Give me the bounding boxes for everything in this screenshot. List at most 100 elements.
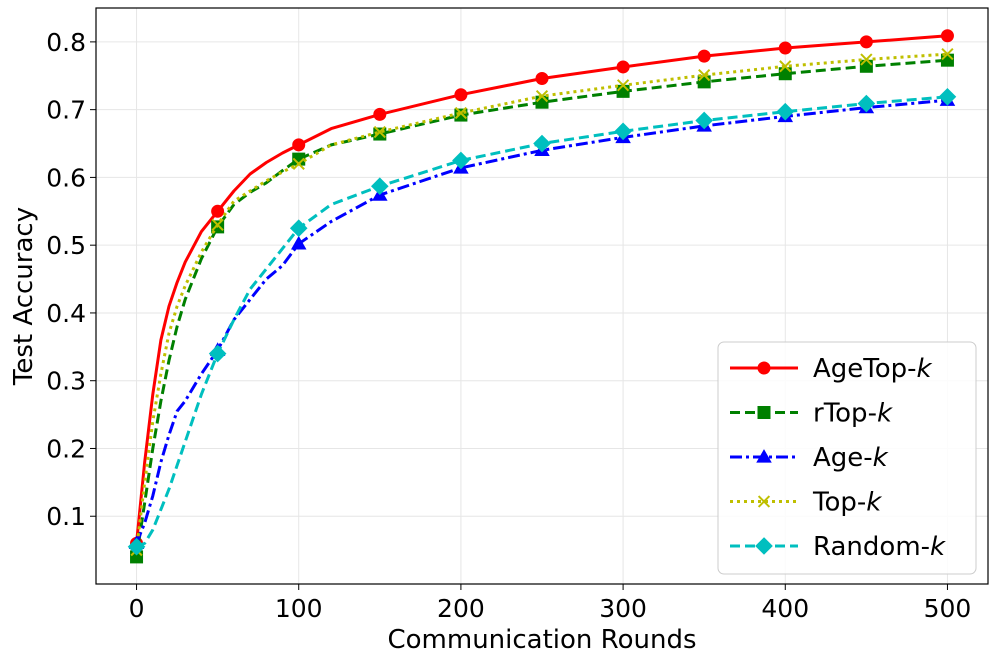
legend-label-var: k — [873, 443, 889, 473]
x-tick-label: 200 — [437, 594, 485, 623]
legend-label-var: k — [877, 399, 893, 429]
legend-item: Top-k — [730, 488, 882, 518]
legend-label-var: k — [917, 354, 933, 384]
legend-label-var: k — [930, 532, 946, 562]
data-point-stroke — [779, 60, 792, 73]
data-point — [211, 218, 224, 231]
x-axis-title: Communication Rounds — [387, 625, 696, 655]
data-point — [859, 59, 873, 73]
plot-frame — [95, 7, 989, 585]
data-point — [535, 95, 549, 109]
data-point — [697, 75, 711, 89]
data-point — [695, 111, 713, 130]
legend-label-text: Top- — [812, 488, 866, 518]
data-point — [757, 406, 771, 419]
data-point — [533, 134, 551, 153]
legend-label-var: k — [866, 488, 882, 518]
data-point — [941, 47, 954, 61]
data-point — [778, 41, 792, 55]
series-Top-k — [130, 47, 954, 557]
data-point — [778, 67, 792, 81]
legend-label-text: Random- — [813, 532, 930, 562]
data-point — [616, 60, 630, 74]
data-point — [452, 151, 470, 170]
series-line — [135, 98, 948, 544]
y-tick-label: 0.8 — [46, 28, 86, 57]
y-axis-title: Test Accuracy — [9, 207, 39, 386]
data-point — [614, 122, 632, 141]
data-point-stroke — [211, 218, 224, 231]
y-tick-label: 0.7 — [46, 96, 86, 125]
data-point-stroke — [757, 495, 771, 508]
x-tick-label: 0 — [129, 594, 145, 623]
data-point — [616, 84, 630, 98]
data-point — [289, 219, 308, 238]
legend-label: rTop-k — [813, 399, 893, 429]
legend-label-text: AgeTop- — [813, 354, 917, 384]
data-point — [779, 60, 792, 73]
data-point — [757, 495, 771, 508]
data-point — [290, 235, 307, 250]
data-point — [208, 344, 227, 363]
data-point-stroke — [373, 125, 386, 139]
series-line — [135, 95, 948, 549]
data-point-stroke — [535, 89, 549, 103]
y-tick-label: 0.6 — [46, 163, 86, 192]
series-line — [135, 34, 948, 544]
x-tick-label: 500 — [924, 594, 972, 623]
legend-label-text: rTop- — [813, 399, 877, 429]
data-point — [757, 361, 771, 375]
data-point — [776, 102, 795, 121]
data-point — [860, 53, 873, 66]
data-point — [857, 94, 876, 113]
y-tick-label: 0.2 — [46, 434, 86, 463]
series-line — [135, 52, 948, 551]
y-tick-label: 0.3 — [46, 367, 86, 396]
data-point-stroke — [454, 106, 468, 120]
data-point — [697, 49, 711, 63]
data-point — [755, 537, 773, 555]
data-point — [373, 107, 387, 121]
y-tick-label: 0.1 — [46, 502, 86, 531]
data-point — [454, 106, 468, 120]
legend-item: AgeTop-k — [730, 354, 933, 384]
data-point — [292, 138, 306, 152]
data-point — [292, 157, 305, 170]
y-tick-label: 0.4 — [46, 299, 86, 328]
x-tick-label: 300 — [599, 594, 647, 623]
legend-item: rTop-k — [730, 399, 893, 429]
legend-label: Age-k — [813, 443, 889, 473]
data-point — [454, 88, 468, 102]
data-point — [373, 125, 386, 139]
legend-label-text: Age- — [813, 443, 873, 473]
data-point — [698, 68, 711, 82]
data-point — [127, 537, 146, 556]
data-point — [535, 89, 549, 103]
legend-box — [717, 341, 977, 575]
data-point — [938, 87, 957, 106]
data-point-stroke — [860, 53, 873, 66]
legend-item: Age-k — [730, 443, 889, 473]
data-point — [616, 79, 630, 92]
legend-label: AgeTop-k — [813, 354, 933, 384]
x-tick-label: 400 — [761, 594, 809, 623]
legend-label: Random-k — [813, 532, 946, 562]
data-point-stroke — [292, 157, 305, 170]
plot-area — [127, 29, 957, 564]
series-Random-k — [127, 87, 957, 556]
data-point — [940, 29, 954, 43]
series-AgeTop-k — [130, 29, 954, 550]
x-tick-label: 100 — [275, 594, 323, 623]
y-tick-label: 0.5 — [46, 231, 86, 260]
legend-label: Top-k — [812, 488, 882, 518]
data-point-stroke — [616, 79, 630, 92]
data-point — [940, 53, 954, 67]
data-point — [371, 177, 389, 196]
data-point — [535, 71, 549, 85]
data-point — [211, 204, 225, 218]
legend-item: Random-k — [730, 532, 946, 562]
data-point-stroke — [698, 68, 711, 82]
data-point — [756, 449, 772, 463]
